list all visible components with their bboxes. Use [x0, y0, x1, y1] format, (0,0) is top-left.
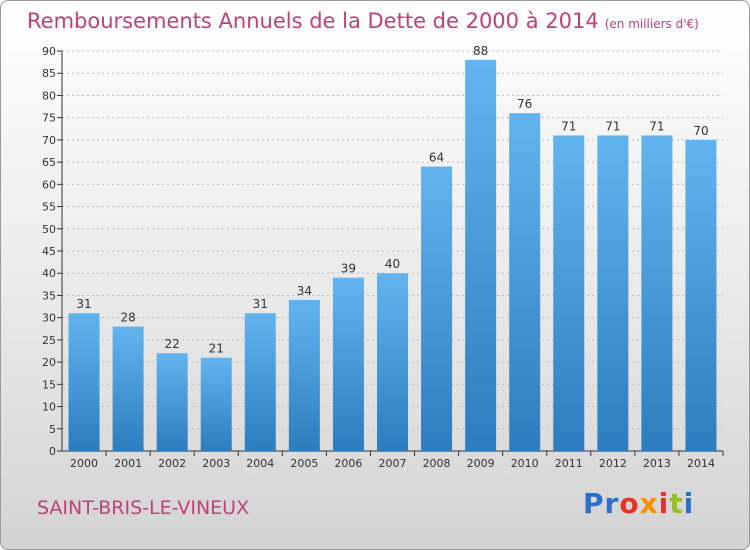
y-tick-label: 30: [42, 312, 56, 325]
data-label: 71: [649, 119, 664, 133]
city-name: SAINT-BRIS-LE-VINEUX: [37, 497, 250, 519]
y-tick-label: 65: [42, 156, 56, 169]
chart-title: Remboursements Annuels de la Dette de 20…: [27, 9, 699, 33]
data-label: 71: [561, 119, 576, 133]
x-tick-label: 2012: [599, 457, 627, 470]
data-label: 76: [517, 97, 532, 111]
y-tick-label: 40: [42, 267, 56, 280]
bar: [244, 313, 276, 451]
x-tick-label: 2007: [379, 457, 407, 470]
y-tick-label: 35: [42, 289, 56, 302]
y-tick-label: 45: [42, 245, 56, 258]
logo-part: o: [619, 487, 640, 520]
data-label: 31: [76, 297, 91, 311]
logo-part: x: [639, 487, 659, 520]
data-label: 34: [297, 284, 312, 298]
x-tick-label: 2014: [687, 457, 715, 470]
bar: [421, 166, 453, 452]
y-tick-label: 5: [49, 423, 56, 436]
data-label: 22: [165, 337, 180, 351]
y-tick-label: 15: [42, 378, 56, 391]
bar: [465, 59, 497, 452]
y-tick-label: 55: [42, 201, 56, 214]
bar: [641, 135, 673, 451]
x-tick-label: 2003: [202, 457, 230, 470]
bar: [288, 299, 320, 451]
data-label: 70: [693, 124, 708, 138]
data-label: 40: [385, 257, 400, 271]
proxiti-logo: Proxiti: [583, 487, 694, 520]
x-tick-label: 2002: [158, 457, 186, 470]
y-tick-label: 75: [42, 112, 56, 125]
x-tick-label: 2005: [290, 457, 318, 470]
data-label: 39: [341, 262, 356, 276]
x-tick-label: 2006: [334, 457, 362, 470]
x-tick-label: 2008: [423, 457, 451, 470]
data-label: 71: [605, 119, 620, 133]
chart-unit: (en milliers d'€): [604, 17, 699, 31]
bar: [332, 277, 364, 451]
x-tick-label: 2001: [114, 457, 142, 470]
x-tick-label: 2010: [511, 457, 539, 470]
bar: [200, 357, 232, 451]
x-tick-label: 2000: [70, 457, 98, 470]
logo-part: Pr: [583, 487, 620, 520]
y-tick-label: 60: [42, 178, 56, 191]
data-label: 31: [253, 297, 268, 311]
bar: [509, 113, 541, 451]
data-label: 64: [429, 151, 444, 165]
logo-part: i: [658, 487, 670, 520]
logo-part: i: [683, 487, 695, 520]
chart-title-text: Remboursements Annuels de la Dette de 20…: [27, 9, 599, 33]
y-tick-label: 90: [42, 45, 56, 58]
data-label: 88: [473, 44, 488, 58]
y-tick-label: 25: [42, 334, 56, 347]
y-tick-label: 0: [49, 445, 56, 458]
bar: [597, 135, 629, 451]
y-tick-label: 10: [42, 401, 56, 414]
bar: [68, 313, 100, 451]
bar: [112, 326, 144, 451]
bar: [685, 139, 717, 451]
data-label: 28: [120, 311, 135, 325]
y-tick-label: 80: [42, 89, 56, 102]
x-tick-label: 2004: [246, 457, 274, 470]
x-tick-label: 2011: [555, 457, 583, 470]
data-label: 21: [209, 342, 224, 356]
y-tick-label: 20: [42, 356, 56, 369]
bar: [377, 273, 408, 451]
logo-part: t: [669, 487, 684, 520]
y-tick-label: 70: [42, 134, 56, 147]
y-tick-label: 85: [42, 67, 56, 80]
x-tick-label: 2013: [643, 457, 671, 470]
bar: [156, 353, 188, 451]
y-tick-label: 50: [42, 223, 56, 236]
bar: [553, 135, 585, 451]
x-tick-label: 2009: [467, 457, 495, 470]
